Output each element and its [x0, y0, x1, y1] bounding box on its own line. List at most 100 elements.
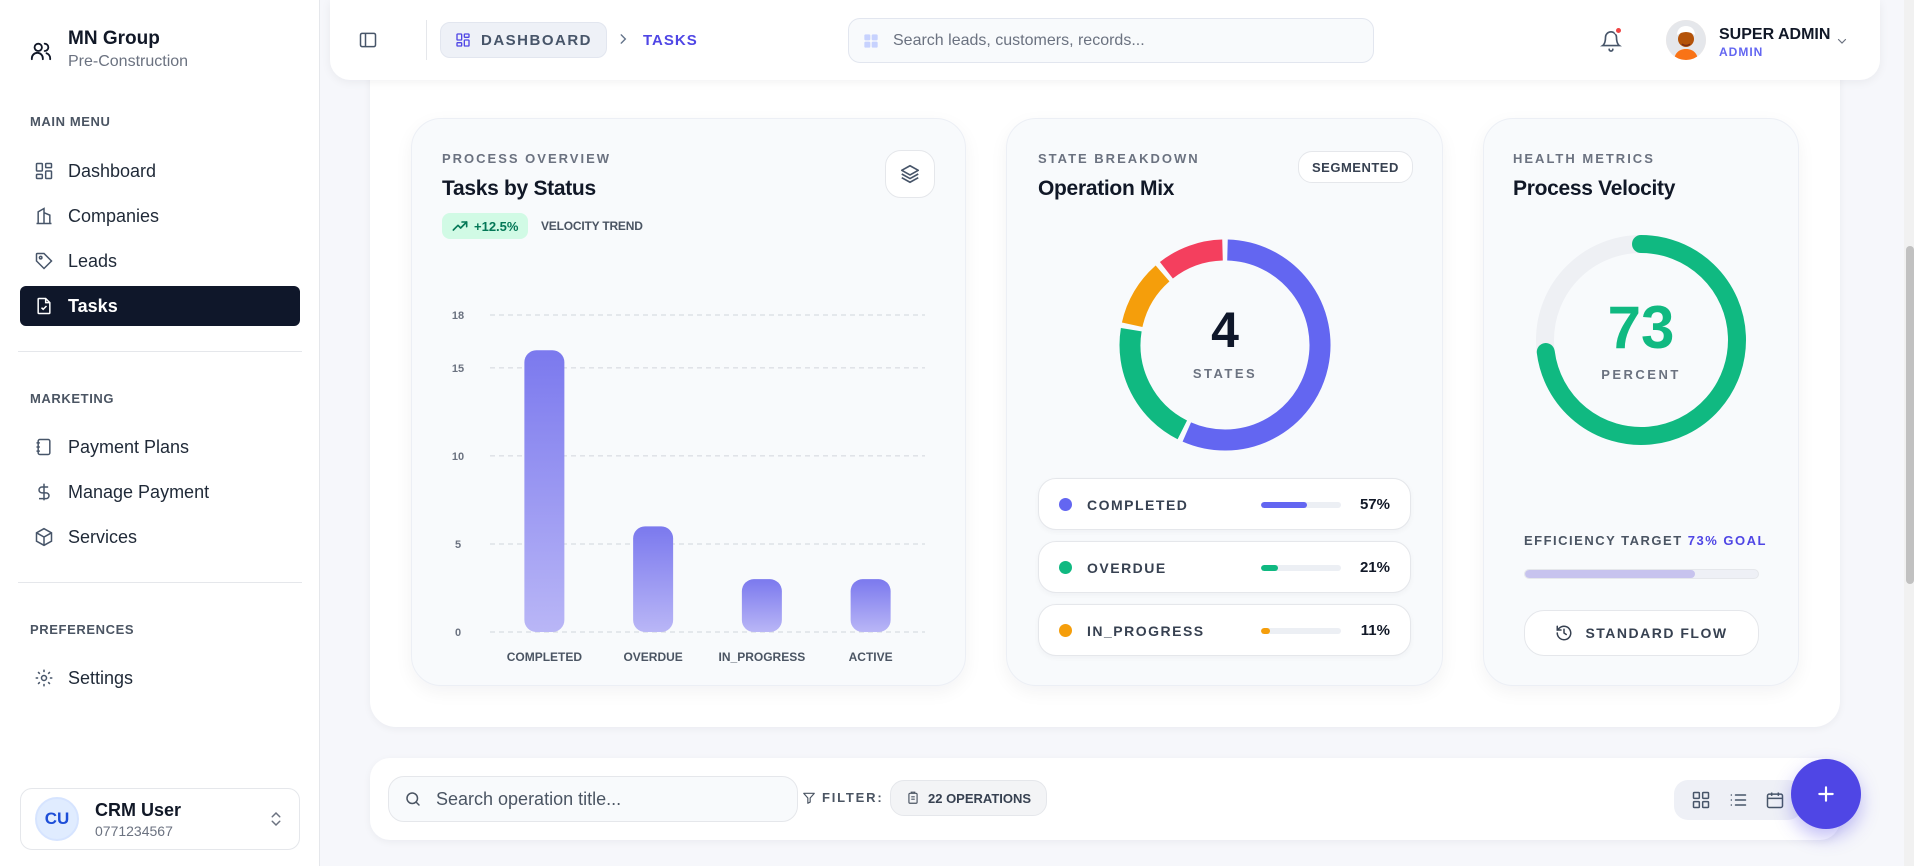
x-tick-label: COMPLETED — [507, 650, 583, 664]
chevron-down-icon[interactable] — [1836, 35, 1848, 47]
brand[interactable]: MN Group Pre-Construction — [30, 28, 188, 71]
bell-icon[interactable] — [1600, 30, 1622, 52]
sidebar-item-payment-plans[interactable]: Payment Plans — [20, 427, 300, 467]
sidebar-item-leads[interactable]: Leads — [20, 241, 300, 281]
donut-slice-overdue[interactable] — [1119, 327, 1188, 440]
sidebar-item-label: Dashboard — [68, 160, 157, 181]
filter-label[interactable]: FILTER: — [802, 790, 883, 805]
donut-center-label: STATES — [1192, 366, 1258, 381]
search-placeholder: Search leads, customers, records... — [893, 31, 1145, 49]
dashboard-icon — [35, 162, 53, 180]
dollar-icon — [38, 483, 50, 501]
sidebar-item-label: Payment Plans — [68, 436, 190, 457]
sidebar-item-tasks[interactable]: Tasks — [20, 286, 300, 326]
health-metrics-card — [1483, 118, 1799, 686]
sidebar-item-label: Leads — [68, 250, 118, 271]
filter-text: FILTER: — [822, 790, 884, 805]
layers-button[interactable] — [885, 150, 935, 198]
health-metrics-title: Process Velocity — [1513, 177, 1676, 200]
gauge-arc — [1536, 235, 1746, 445]
standard-flow-button[interactable]: STANDARD FLOW — [1524, 610, 1759, 656]
donut-center-value: 4 — [1211, 302, 1239, 358]
donut-slice-in-progress[interactable] — [1121, 265, 1170, 328]
legend-progress-fill — [1261, 565, 1278, 571]
plus-icon — [1818, 786, 1834, 802]
legend-percent: 11% — [1360, 622, 1390, 639]
breadcrumb-dashboard[interactable]: DASHBOARD — [440, 22, 607, 58]
standard-flow-label: STANDARD FLOW — [1585, 625, 1728, 641]
list-view-icon[interactable] — [1728, 790, 1748, 810]
y-tick-label: 0 — [455, 627, 461, 639]
chevrons-up-down-icon — [271, 811, 281, 827]
sidebar-toggle-icon[interactable] — [358, 30, 378, 50]
operations-count-chip[interactable]: 22 OPERATIONS — [890, 780, 1048, 816]
calendar-view-icon[interactable] — [1765, 790, 1785, 810]
trend-label: VELOCITY TREND — [541, 219, 643, 233]
y-tick-label: 15 — [452, 363, 464, 375]
notification-dot — [1614, 26, 1623, 35]
x-tick-label: IN_PROGRESS — [719, 650, 806, 664]
user-card[interactable]: CU CRM User 0771234567 — [20, 788, 300, 850]
bar-active[interactable] — [850, 579, 891, 632]
sidebar-item-manage-payment[interactable]: Manage Payment — [20, 472, 300, 512]
legend-progress-track — [1261, 628, 1341, 634]
x-tick-label: ACTIVE — [849, 650, 893, 664]
filter-icon — [803, 792, 815, 804]
grid-icon — [864, 33, 878, 48]
operations-toolbar: Search operation title... FILTER: 22 OPE… — [370, 758, 1840, 840]
legend-dot — [1059, 624, 1072, 637]
package-icon — [35, 527, 53, 547]
donut-slice-completed[interactable] — [1182, 239, 1331, 451]
sidebar-item-settings[interactable]: Settings — [20, 658, 300, 698]
admin-name: SUPER ADMIN — [1719, 26, 1831, 43]
sidebar-item-companies[interactable]: Companies — [20, 196, 300, 236]
breadcrumb-current: TASKS — [643, 32, 698, 49]
bar-overdue[interactable] — [633, 526, 674, 632]
legend-percent: 21% — [1359, 559, 1390, 576]
user-phone: 0771234567 — [95, 822, 173, 839]
section-label-marketing: MARKETING — [30, 391, 115, 406]
top-header: DASHBOARD TASKS Search leads, customers,… — [330, 0, 1880, 80]
efficiency-label: EFFICIENCY TARGET — [1524, 533, 1683, 548]
tag-icon — [35, 252, 53, 270]
view-switcher — [1674, 780, 1802, 820]
sidebar-item-dashboard[interactable]: Dashboard — [20, 151, 300, 191]
trend-value: +12.5% — [474, 218, 519, 234]
scrollbar-thumb[interactable] — [1906, 246, 1914, 584]
brand-subtitle: Pre-Construction — [68, 53, 189, 70]
legend-dot — [1059, 498, 1072, 511]
sidebar-divider — [18, 582, 302, 583]
sidebar-item-services[interactable]: Services — [20, 517, 300, 557]
avatar: CU — [35, 797, 79, 841]
legend-row-completed: COMPLETED 57% — [1038, 478, 1411, 530]
brand-name: MN Group — [68, 28, 160, 49]
segmented-chip[interactable]: SEGMENTED — [1298, 151, 1413, 183]
legend-progress-track — [1261, 502, 1341, 508]
user-name: CRM User — [95, 799, 182, 820]
layers-icon — [900, 164, 920, 184]
velocity-gauge — [1536, 235, 1746, 445]
global-search-input[interactable]: Search leads, customers, records... — [848, 18, 1374, 63]
bar-completed[interactable] — [524, 350, 565, 632]
bar-in-progress[interactable] — [741, 579, 782, 632]
trending-up-icon — [452, 221, 468, 231]
operation-mix-donut — [1119, 239, 1331, 451]
operation-search-input[interactable]: Search operation title... — [388, 776, 798, 822]
y-tick-label: 5 — [455, 539, 461, 551]
gear-icon — [35, 669, 53, 687]
search-icon — [406, 792, 420, 806]
add-operation-button[interactable] — [1791, 759, 1861, 829]
health-metrics-eyebrow: HEALTH METRICS — [1513, 151, 1655, 166]
notebook-icon — [36, 438, 51, 456]
history-icon — [1556, 625, 1572, 641]
sidebar-divider — [18, 351, 302, 352]
dashboard-icon — [456, 33, 470, 47]
grid-view-icon[interactable] — [1691, 790, 1711, 810]
operation-search-placeholder: Search operation title... — [436, 788, 622, 809]
legend-row-overdue: OVERDUE 21% — [1038, 541, 1411, 593]
avatar[interactable] — [1666, 20, 1706, 60]
donut-slice-active[interactable] — [1159, 239, 1224, 279]
process-overview-title: Tasks by Status — [442, 177, 596, 200]
sidebar-item-label: Tasks — [68, 295, 118, 316]
gauge-inner — [1563, 262, 1719, 418]
